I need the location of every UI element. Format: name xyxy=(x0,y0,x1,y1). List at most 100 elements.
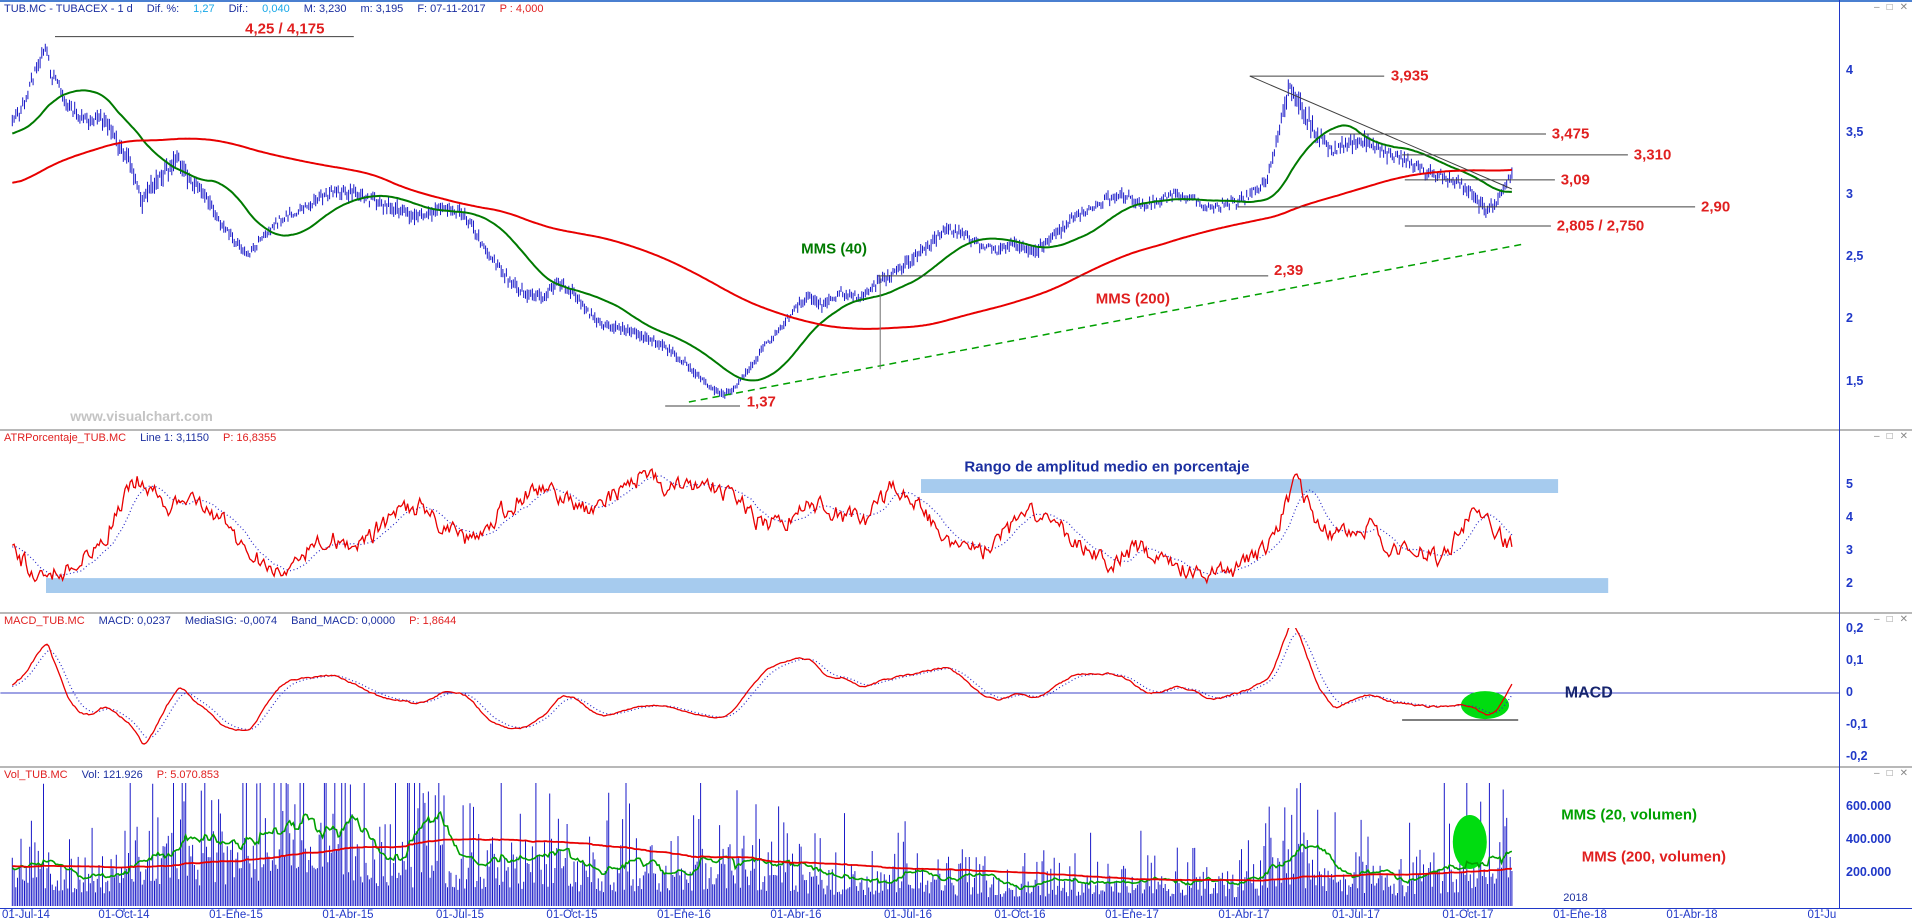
time-tick-label: 01-Jul-15 xyxy=(436,909,484,921)
highlight-band xyxy=(921,479,1559,493)
macd-mediasig-value: MediaSIG: -0,0074 xyxy=(184,615,278,627)
volume-p-value: P: 5.070.853 xyxy=(156,769,220,781)
time-tick-label: 01-Oct-15 xyxy=(546,909,598,921)
annotation-label: www.visualchart.com xyxy=(69,408,213,424)
minimize-button[interactable]: – xyxy=(1874,431,1880,442)
time-tick-label: 01-Abr-16 xyxy=(770,909,822,921)
annotation-label: Rango de amplitud medio en porcentaje xyxy=(964,459,1249,476)
minimize-button[interactable]: – xyxy=(1874,768,1880,779)
price-window-controls: – □ ✕ xyxy=(1856,3,1908,13)
maximize-button[interactable]: □ xyxy=(1886,768,1893,779)
atr-y-tick-label: 3 xyxy=(1846,543,1853,557)
price-y-tick-label: 2,5 xyxy=(1846,249,1864,264)
dif-pct-label: Dif. %: xyxy=(146,3,180,15)
time-tick-label: 01-Abr-15 xyxy=(322,909,374,921)
time-tick-label: 01-Abr-17 xyxy=(1218,909,1270,921)
macd-window-controls: – □ ✕ xyxy=(1856,615,1908,625)
atr-plot[interactable]: Rango de amplitud medio en porcentaje xyxy=(11,459,1609,594)
axis-frame-vertical xyxy=(1839,0,1840,908)
volume-plot[interactable]: MMS (20, volumen) MMS (200, volumen) 2018 xyxy=(11,783,1726,906)
price-y-tick-label: 3 xyxy=(1846,187,1853,201)
price-y-tick-label: 2 xyxy=(1846,311,1853,326)
time-tick-label: 01-Jul-14 xyxy=(2,909,50,921)
time-tick-label: 01-Abr-18 xyxy=(1666,909,1718,921)
macd-line xyxy=(11,628,1513,745)
volume-indicator-bar: Vol_TUB.MC Vol: 121.926 P: 5.070.853 xyxy=(0,768,1836,782)
macd-y-tick-label: -0,1 xyxy=(1846,716,1868,731)
symbol-info-bar: TUB.MC - TUBACEX - 1 d Dif. %: 1,27 Dif.… xyxy=(0,2,1836,16)
macd-band-value: Band_MACD: 0,0000 xyxy=(291,615,396,627)
volume-indicator-name: Vol_TUB.MC xyxy=(4,769,68,781)
price-plot[interactable]: 4,25 / 4,175 3,935 3,475 3,310 3,09 2,90 2,805… xyxy=(11,20,1730,424)
annotation-line xyxy=(1249,75,1513,190)
annotation-label: MMS (200, volumen) xyxy=(1582,849,1726,866)
price-value: P : 4,000 xyxy=(499,3,544,15)
window-top-border xyxy=(0,0,1912,2)
time-axis[interactable]: 01-Jul-14 01-Oct-14 01-Ene-15 01-Abr-15 01-J… xyxy=(0,908,1839,922)
panel-separator xyxy=(0,766,1912,768)
volume-y-tick-label: 200.000 xyxy=(1846,865,1892,879)
time-tick-label: 01-Ene-15 xyxy=(209,909,263,921)
highlight-band xyxy=(46,578,1609,593)
atr-y-tick-label: 4 xyxy=(1846,510,1853,524)
symbol-title: TUB.MC - TUBACEX - 1 d xyxy=(4,3,133,15)
atr-y-tick-label: 2 xyxy=(1846,576,1853,590)
time-tick-label: 01-Oct-17 xyxy=(1442,909,1494,921)
macd-y-tick-label: -0,2 xyxy=(1846,748,1868,763)
price-bars xyxy=(11,43,1513,399)
annotation-label: 3,935 xyxy=(1391,68,1429,85)
dif-label: Dif.: xyxy=(228,3,249,15)
time-tick-label: 01-Jul-16 xyxy=(884,909,932,921)
annotation-line xyxy=(688,243,1525,403)
annotation-label: 2,39 xyxy=(1274,262,1303,279)
macd-y-tick-label: 0,2 xyxy=(1846,621,1864,636)
volume-mms200-line xyxy=(12,837,1512,882)
volume-y-tick-label: 400.000 xyxy=(1846,832,1892,846)
highlight-ellipse xyxy=(1452,815,1487,869)
annotation-label: MMS (40) xyxy=(801,241,867,258)
macd-p-value: P: 1,8644 xyxy=(409,615,457,627)
price-y-tick-label: 4 xyxy=(1846,62,1853,77)
maximize-button[interactable]: □ xyxy=(1886,614,1893,625)
close-button[interactable]: ✕ xyxy=(1899,768,1908,779)
atr-window-controls: – □ ✕ xyxy=(1856,432,1908,442)
minimize-button[interactable]: – xyxy=(1874,614,1880,625)
annotation-label: 2018 xyxy=(1563,892,1587,904)
atr-p-value: P: 16,8355 xyxy=(222,432,277,444)
annotation-label: 2,90 xyxy=(1701,198,1730,215)
min-value: m: 3,195 xyxy=(360,3,404,15)
close-button[interactable]: ✕ xyxy=(1899,614,1908,625)
annotation-label: 3,475 xyxy=(1552,126,1590,143)
macd-plot[interactable]: MACD xyxy=(0,624,1839,745)
macd-value: MACD: 0,0237 xyxy=(98,615,171,627)
macd-signal-line xyxy=(12,632,1513,739)
atr-y-tick-label: 5 xyxy=(1846,477,1853,491)
panel-separator xyxy=(0,429,1912,431)
maximize-button[interactable]: □ xyxy=(1886,431,1893,442)
atr-indicator-name: ATRPorcentaje_TUB.MC xyxy=(4,432,127,444)
close-button[interactable]: ✕ xyxy=(1899,2,1908,13)
maximize-button[interactable]: □ xyxy=(1886,2,1893,13)
close-button[interactable]: ✕ xyxy=(1899,431,1908,442)
annotation-label: MMS (20, volumen) xyxy=(1561,807,1697,824)
macd-y-tick-label: 0,1 xyxy=(1846,653,1864,668)
atr-line xyxy=(11,467,1513,585)
time-tick-label: 01-Oct-16 xyxy=(994,909,1046,921)
price-y-tick-label: 1,5 xyxy=(1846,373,1864,388)
axis-frame-horizontal xyxy=(0,908,1912,909)
atr-line-value: Line 1: 3,1150 xyxy=(140,432,209,444)
minimize-button[interactable]: – xyxy=(1874,2,1880,13)
date-value: F: 07-11-2017 xyxy=(417,3,486,15)
annotation-label: 3,310 xyxy=(1634,146,1672,163)
dif-pct-value: 1,27 xyxy=(193,3,215,15)
atr-indicator-bar: ATRPorcentaje_TUB.MC Line 1: 3,1150 P: 1… xyxy=(0,431,1836,445)
volume-value: Vol: 121.926 xyxy=(81,769,143,781)
time-tick-label: 01-Jul-17 xyxy=(1332,909,1380,921)
time-tick-label: 01-Ju xyxy=(1807,909,1837,921)
volume-y-tick-label: 600.000 xyxy=(1846,799,1892,813)
volume-window-controls: – □ ✕ xyxy=(1856,769,1908,779)
annotation-label: MMS (200) xyxy=(1096,291,1170,308)
max-value: M: 3,230 xyxy=(303,3,347,15)
